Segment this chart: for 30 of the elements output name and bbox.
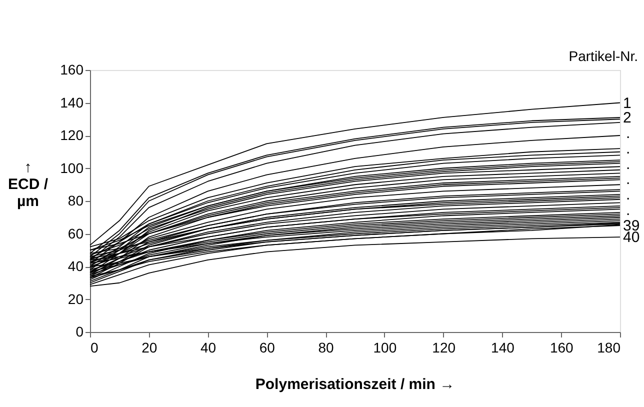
y-tick-label: 60: [68, 225, 84, 242]
x-tick-label: 60: [259, 340, 276, 356]
x-tick-label: 120: [432, 340, 456, 356]
x-tick-label: 40: [200, 340, 216, 356]
x-tick-label: 20: [142, 340, 158, 356]
y-tick-label: 120: [60, 127, 84, 143]
text: .: [626, 156, 630, 173]
y-tick-label: 160: [60, 62, 84, 78]
x-tick-label: 80: [318, 340, 334, 356]
y-tick-label: 40: [68, 258, 84, 274]
x-tick-label: 100: [373, 340, 397, 356]
text: .: [626, 186, 630, 204]
x-tick-label: 180: [597, 340, 621, 356]
x-tick-label: 0: [90, 340, 98, 356]
y-tick-label: 140: [60, 94, 84, 110]
text: .: [626, 140, 630, 158]
y-tick-label: 80: [68, 192, 84, 208]
y-axis-title: ↑ ECD / µm: [8, 158, 49, 210]
series-label: 1: [623, 94, 632, 112]
text: Partikel-Nr.: [568, 48, 638, 64]
text: .: [626, 202, 630, 220]
text: .: [626, 171, 630, 188]
y-tick-label: 0: [76, 324, 84, 340]
y-tick-label: 100: [60, 160, 84, 176]
x-tick-label: 140: [491, 340, 515, 356]
text: .: [626, 124, 630, 142]
series-label: 2: [623, 109, 632, 126]
y-tick-label: 20: [68, 290, 84, 307]
x-tick-label: 160: [550, 340, 574, 356]
x-axis-title: Polymerisationszeit / min →: [255, 376, 455, 393]
